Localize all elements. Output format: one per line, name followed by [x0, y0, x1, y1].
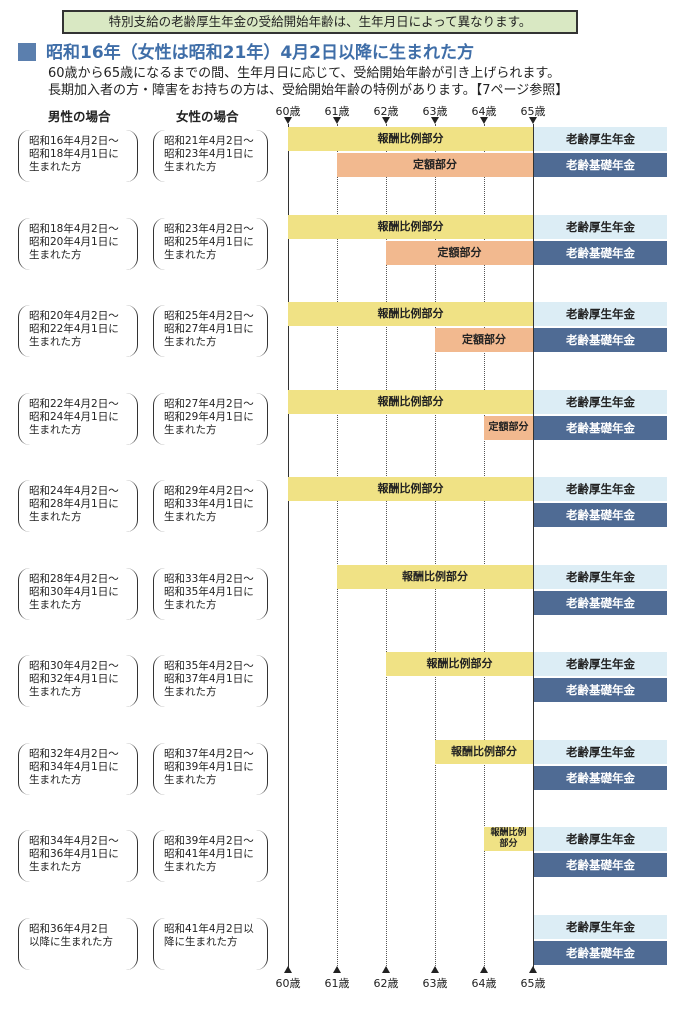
column-header-women: 女性の場合	[176, 109, 239, 124]
bar-old-age-employees-pension: 老齢厚生年金	[534, 827, 667, 851]
bar-old-age-basic-pension: 老齢基礎年金	[534, 940, 667, 965]
birth-range-women: 昭和35年4月2日〜 昭和37年4月1日に 生まれた方	[153, 655, 268, 707]
bar-old-age-basic-pension: 老齢基礎年金	[534, 153, 667, 177]
bar-old-age-employees-pension: 老齢厚生年金	[534, 127, 667, 151]
age-label-bottom: 65歳	[520, 977, 546, 990]
bar-old-age-basic-pension: 老齢基礎年金	[534, 590, 667, 615]
age-marker-bottom	[333, 966, 341, 973]
age-marker-top	[333, 117, 341, 124]
birth-range-women: 昭和41年4月2日以 降に生まれた方	[153, 917, 268, 970]
bar-flat-rate: 定額部分	[484, 415, 533, 440]
age-marker-top	[529, 117, 537, 124]
age-gridline	[386, 124, 387, 972]
age-marker-bottom	[529, 966, 537, 973]
bar-earnings-related: 報酬比例部分	[288, 127, 533, 151]
age-gridline	[288, 124, 289, 972]
age-label-bottom: 64歳	[471, 977, 497, 990]
birth-range-men: 昭和32年4月2日〜 昭和34年4月1日に 生まれた方	[18, 742, 138, 795]
age-label-top: 62歳	[373, 105, 399, 118]
bar-old-age-employees-pension: 老齢厚生年金	[534, 389, 667, 414]
bar-old-age-basic-pension: 老齢基礎年金	[534, 240, 667, 265]
birth-range-women: 昭和23年4月2日〜 昭和25年4月1日に 生まれた方	[153, 217, 268, 270]
subtext-line-2: 長期加入者の方・障害をお持ちの方は、受給開始年齢の特例があります。【7ページ参照…	[48, 83, 569, 98]
bar-earnings-related: 報酬比例部分	[386, 652, 533, 676]
bar-old-age-basic-pension: 老齢基礎年金	[534, 328, 667, 352]
age-gridline	[533, 124, 534, 972]
age-gridline	[337, 124, 338, 972]
birth-range-men: 昭和20年4月2日〜 昭和22年4月1日に 生まれた方	[18, 305, 138, 357]
bar-flat-rate: 定額部分	[337, 153, 533, 177]
bar-flat-rate: 定額部分	[386, 240, 533, 265]
birth-range-women: 昭和29年4月2日〜 昭和33年4月1日に 生まれた方	[153, 480, 268, 532]
bar-earnings-related: 報酬比例部分	[337, 564, 533, 589]
bar-earnings-related: 報酬比例部分	[435, 739, 533, 764]
age-marker-top	[284, 117, 292, 124]
bar-old-age-employees-pension: 老齢厚生年金	[534, 564, 667, 589]
birth-range-women: 昭和27年4月2日〜 昭和29年4月1日に 生まれた方	[153, 392, 268, 445]
birth-range-men: 昭和34年4月2日〜 昭和36年4月1日に 生まれた方	[18, 830, 138, 882]
birth-range-women: 昭和21年4月2日〜 昭和23年4月1日に 生まれた方	[153, 130, 268, 182]
birth-range-women: 昭和33年4月2日〜 昭和35年4月1日に 生まれた方	[153, 567, 268, 620]
age-marker-top	[382, 117, 390, 124]
bar-old-age-employees-pension: 老齢厚生年金	[534, 914, 667, 939]
bar-flat-rate: 定額部分	[435, 328, 533, 352]
bar-old-age-employees-pension: 老齢厚生年金	[534, 477, 667, 501]
age-label-top: 61歳	[324, 105, 350, 118]
bar-earnings-related: 報酬比例部分	[288, 389, 533, 414]
birth-range-men: 昭和16年4月2日〜 昭和18年4月1日に 生まれた方	[18, 130, 138, 182]
age-label-bottom: 60歳	[275, 977, 301, 990]
birth-range-men: 昭和18年4月2日〜 昭和20年4月1日に 生まれた方	[18, 217, 138, 270]
bar-earnings-related: 報酬比例部分	[288, 214, 533, 239]
bar-old-age-employees-pension: 老齢厚生年金	[534, 302, 667, 326]
page-heading: 昭和16年（女性は昭和21年）4月2日以降に生まれた方	[46, 43, 474, 63]
age-marker-bottom	[284, 966, 292, 973]
age-label-top: 60歳	[275, 105, 301, 118]
bar-old-age-employees-pension: 老齢厚生年金	[534, 652, 667, 676]
bar-earnings-related: 報酬比例部分	[288, 477, 533, 501]
birth-range-women: 昭和25年4月2日〜 昭和27年4月1日に 生まれた方	[153, 305, 268, 357]
bar-earnings-related: 報酬比例部分	[288, 302, 533, 326]
birth-range-men: 昭和30年4月2日〜 昭和32年4月1日に 生まれた方	[18, 655, 138, 707]
birth-range-women: 昭和39年4月2日〜 昭和41年4月1日に 生まれた方	[153, 830, 268, 882]
subtext-line-1: 60歳から65歳になるまでの間、生年月日に応じて、受給開始年齢が引き上げられます…	[48, 66, 561, 81]
bar-old-age-basic-pension: 老齢基礎年金	[534, 678, 667, 702]
birth-range-men: 昭和36年4月2日 以降に生まれた方	[18, 917, 138, 970]
age-label-top: 65歳	[520, 105, 546, 118]
bar-old-age-basic-pension: 老齢基礎年金	[534, 765, 667, 790]
age-gridline	[484, 124, 485, 972]
column-header-men: 男性の場合	[48, 109, 111, 124]
age-gridline	[435, 124, 436, 972]
age-label-bottom: 63歳	[422, 977, 448, 990]
age-marker-bottom	[382, 966, 390, 973]
age-marker-bottom	[480, 966, 488, 973]
birth-range-men: 昭和24年4月2日〜 昭和28年4月1日に 生まれた方	[18, 480, 138, 532]
bar-old-age-basic-pension: 老齢基礎年金	[534, 503, 667, 527]
bar-old-age-basic-pension: 老齢基礎年金	[534, 415, 667, 440]
bar-old-age-employees-pension: 老齢厚生年金	[534, 739, 667, 764]
notice-banner: 特別支給の老齢厚生年金の受給開始年齢は、生年月日によって異なります。	[62, 10, 578, 34]
age-marker-bottom	[431, 966, 439, 973]
age-label-bottom: 61歳	[324, 977, 350, 990]
age-label-top: 63歳	[422, 105, 448, 118]
birth-range-men: 昭和22年4月2日〜 昭和24年4月1日に 生まれた方	[18, 392, 138, 445]
bar-old-age-basic-pension: 老齢基礎年金	[534, 853, 667, 877]
age-label-top: 64歳	[471, 105, 497, 118]
age-label-bottom: 62歳	[373, 977, 399, 990]
birth-range-men: 昭和28年4月2日〜 昭和30年4月1日に 生まれた方	[18, 567, 138, 620]
age-marker-top	[480, 117, 488, 124]
bar-earnings-related: 報酬比例部分	[484, 827, 533, 851]
bar-old-age-employees-pension: 老齢厚生年金	[534, 214, 667, 239]
heading-marker	[18, 43, 36, 61]
age-marker-top	[431, 117, 439, 124]
birth-range-women: 昭和37年4月2日〜 昭和39年4月1日に 生まれた方	[153, 742, 268, 795]
